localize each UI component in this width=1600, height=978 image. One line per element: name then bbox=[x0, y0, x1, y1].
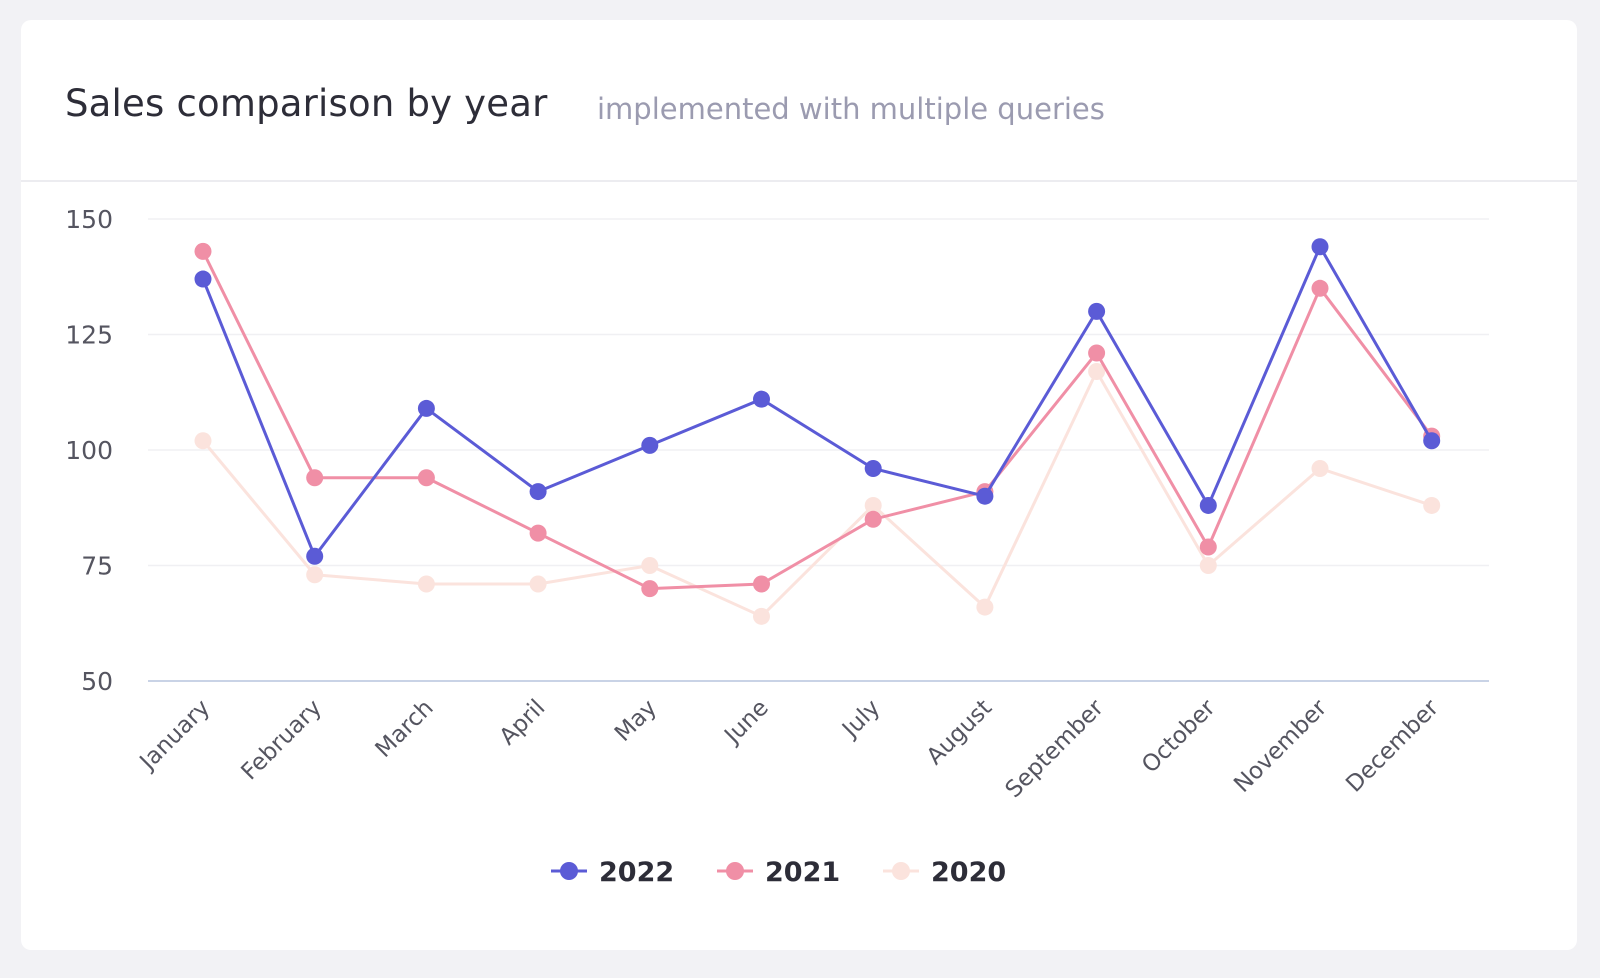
data-point-2020 bbox=[753, 607, 770, 625]
data-point-2021 bbox=[417, 469, 435, 487]
data-point-2022 bbox=[529, 483, 547, 501]
x-tick-label: July bbox=[836, 695, 885, 744]
x-tick-label: January bbox=[134, 695, 215, 776]
data-point-2021 bbox=[306, 469, 324, 487]
legend-swatch-marker bbox=[892, 862, 910, 880]
data-point-2021 bbox=[1311, 279, 1329, 297]
data-point-2020 bbox=[864, 496, 882, 514]
data-point-2022 bbox=[1311, 238, 1329, 256]
x-tick-label: February bbox=[236, 695, 326, 785]
data-point-2020 bbox=[1199, 557, 1217, 574]
data-point-2020 bbox=[976, 598, 994, 616]
data-point-2022 bbox=[1199, 496, 1217, 514]
data-point-2020 bbox=[1311, 459, 1329, 477]
data-point-2020 bbox=[529, 575, 547, 593]
data-point-2022 bbox=[641, 436, 659, 454]
data-point-2020 bbox=[1423, 496, 1441, 514]
line-chart: 50 75 100 125 150 January February March April Ma… bbox=[65, 205, 1489, 888]
legend-swatch-marker bbox=[560, 862, 578, 880]
data-point-2022 bbox=[1088, 302, 1106, 320]
data-point-2020 bbox=[417, 575, 435, 593]
y-tick-label: 125 bbox=[65, 321, 113, 350]
x-tick-label: March bbox=[371, 695, 439, 763]
data-point-2022 bbox=[753, 390, 770, 408]
x-tick-label: October bbox=[1137, 694, 1221, 778]
data-point-2020 bbox=[1088, 362, 1106, 380]
legend-label: 2022 bbox=[599, 857, 674, 888]
x-tick-label: May bbox=[610, 695, 662, 747]
y-tick-label: 150 bbox=[65, 205, 113, 234]
data-point-2020 bbox=[306, 566, 324, 584]
data-point-2021 bbox=[641, 580, 659, 598]
data-point-2022 bbox=[1423, 432, 1441, 450]
x-tick-label: August bbox=[922, 695, 997, 770]
data-point-2022 bbox=[306, 547, 324, 565]
card-header: Sales comparison by year implemented wit… bbox=[21, 20, 1577, 182]
data-point-2021 bbox=[1199, 538, 1217, 556]
x-tick-label: December bbox=[1341, 694, 1444, 797]
y-tick-label: 100 bbox=[65, 436, 113, 465]
data-point-2022 bbox=[864, 459, 882, 477]
series-line-2020 bbox=[201, 369, 1433, 618]
data-point-2020 bbox=[194, 432, 212, 450]
data-point-2021 bbox=[1088, 344, 1106, 362]
y-tick-label: 50 bbox=[81, 667, 113, 696]
data-point-2021 bbox=[753, 575, 770, 593]
series-line-2022 bbox=[201, 245, 1433, 558]
chart-card: Sales comparison by year implemented wit… bbox=[21, 20, 1577, 950]
legend-label: 2020 bbox=[931, 857, 1006, 888]
card-subtitle: implemented with multiple queries bbox=[597, 92, 1105, 126]
legend-swatch-marker bbox=[726, 862, 744, 880]
data-point-2022 bbox=[417, 399, 435, 417]
x-tick-label: September bbox=[1001, 694, 1110, 803]
data-point-2021 bbox=[194, 242, 212, 260]
data-point-2021 bbox=[529, 524, 547, 542]
x-tick-label: April bbox=[495, 695, 551, 751]
legend-label: 2021 bbox=[765, 857, 840, 888]
data-point-2022 bbox=[976, 487, 994, 505]
series-line-2021 bbox=[201, 250, 1433, 591]
card-title: Sales comparison by year bbox=[65, 82, 548, 125]
y-tick-label: 75 bbox=[81, 552, 113, 581]
data-point-2021 bbox=[864, 510, 882, 528]
x-tick-label: June bbox=[719, 695, 774, 750]
data-point-2020 bbox=[641, 557, 659, 574]
data-point-2022 bbox=[194, 270, 212, 288]
x-tick-label: November bbox=[1229, 694, 1332, 797]
